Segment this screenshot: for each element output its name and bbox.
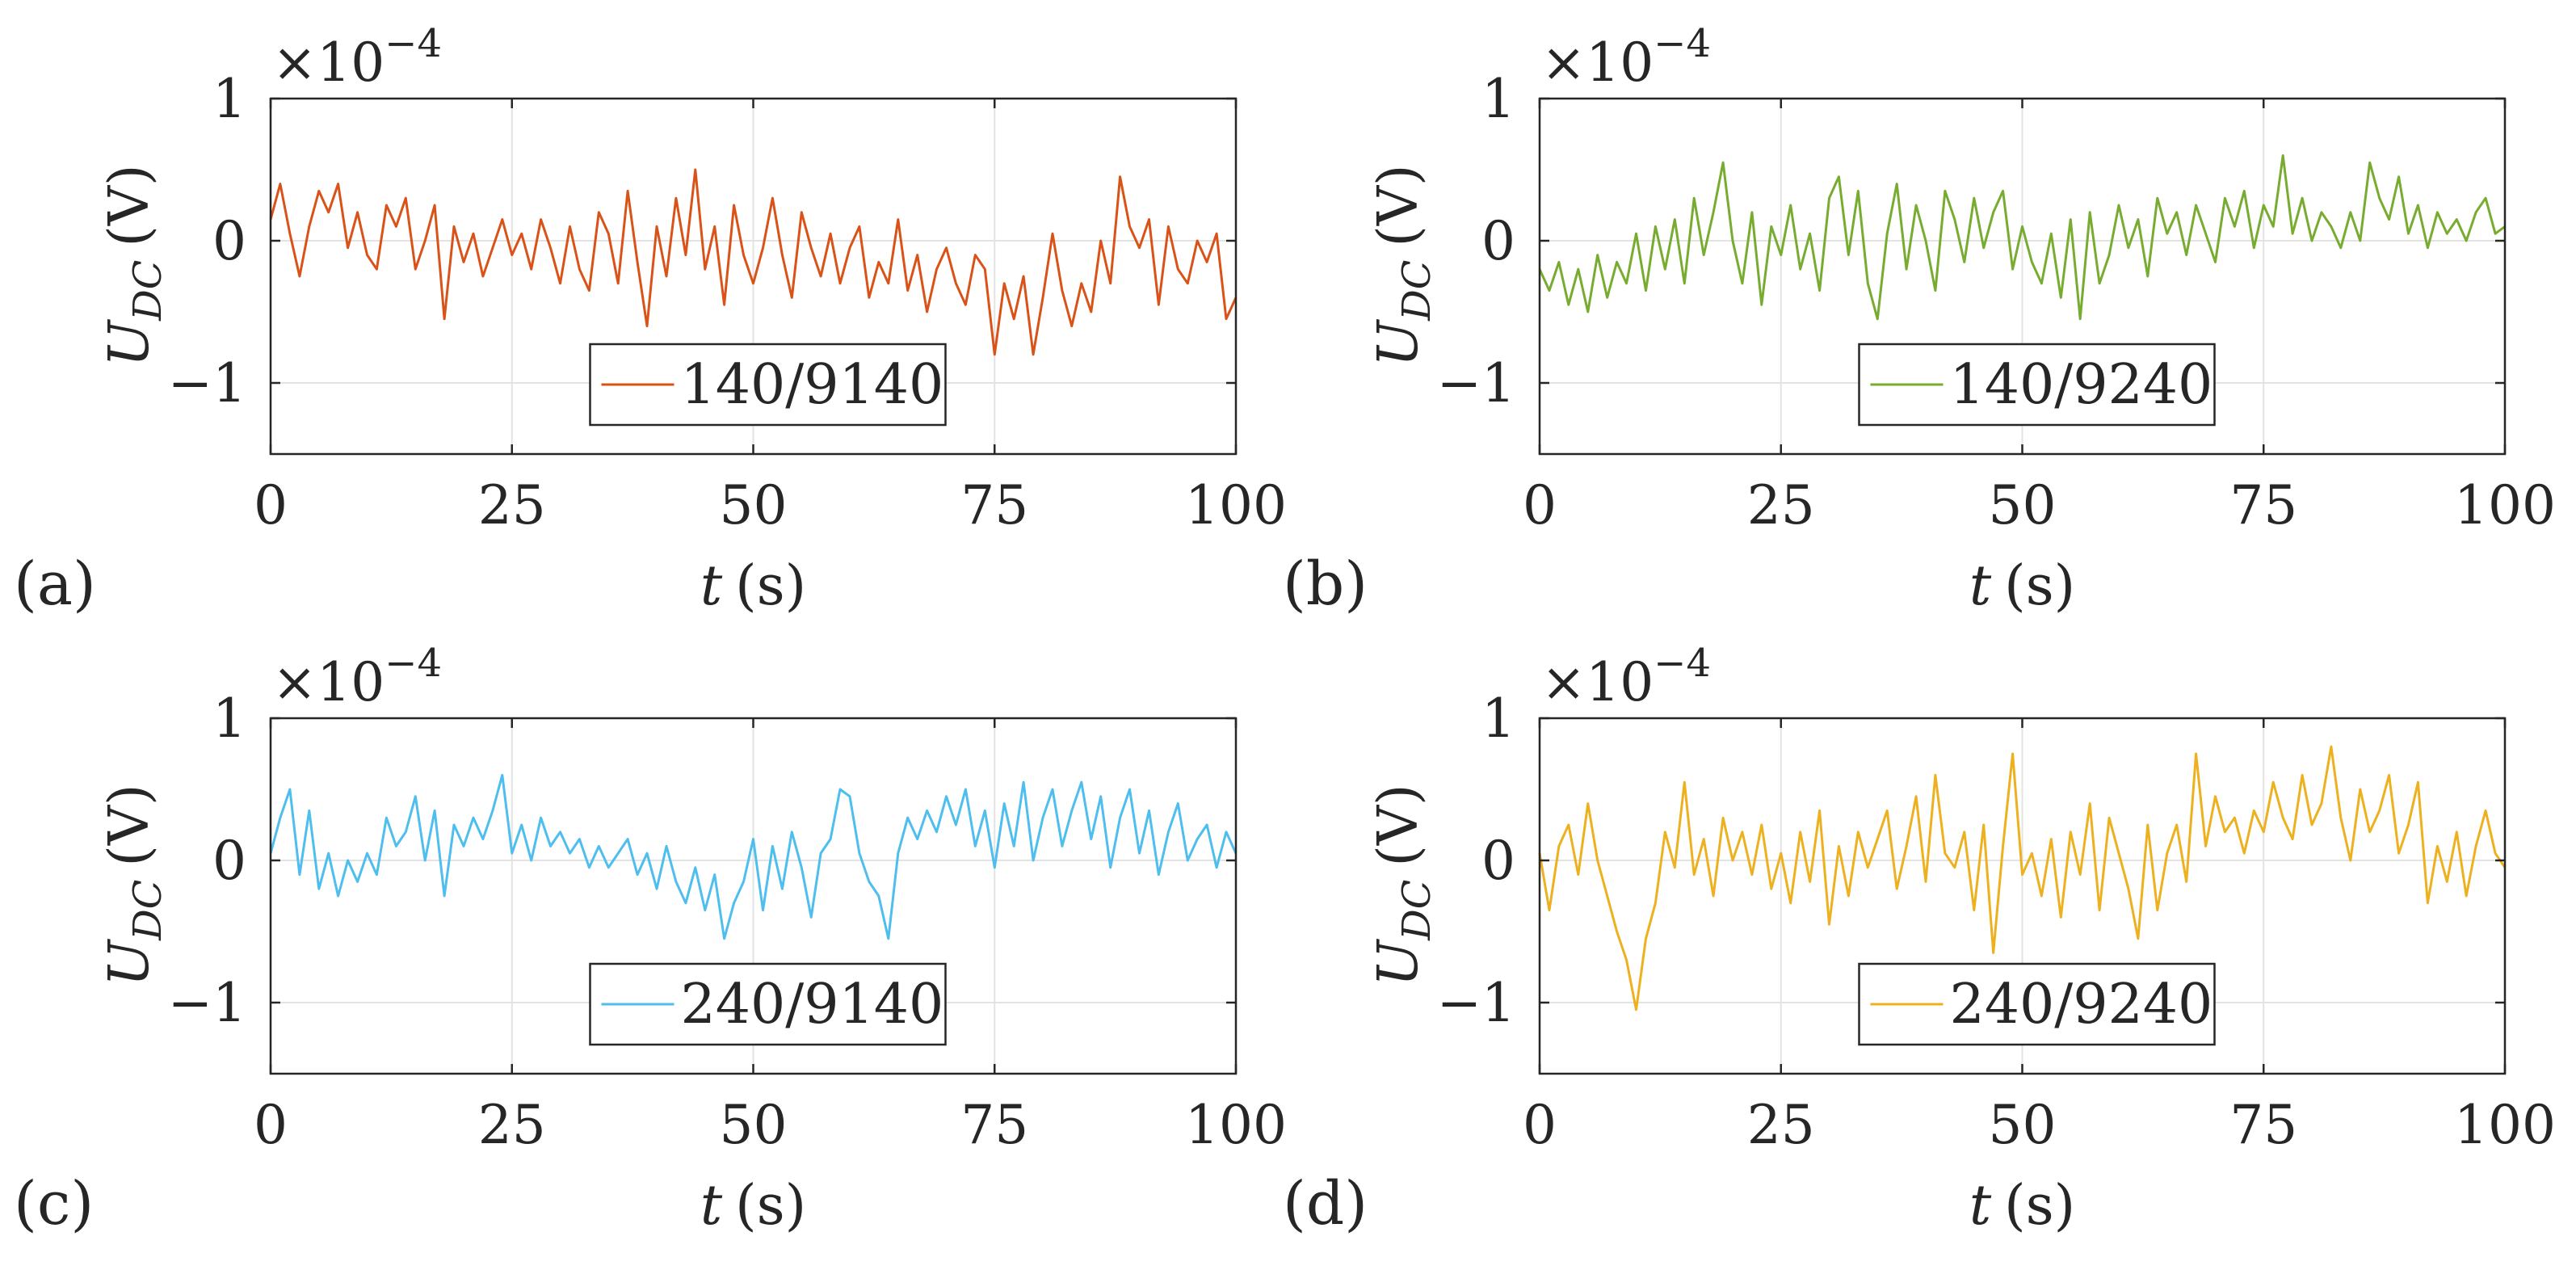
y-tick-label: 0 xyxy=(1481,210,1515,272)
x-tick-label: 100 xyxy=(1185,474,1287,536)
exponent-label: ×10−4 xyxy=(272,641,442,713)
y-label-sub: DC xyxy=(1394,260,1439,322)
legend-label: 140/9240 xyxy=(1950,353,2213,417)
x-axis-label: t (s) xyxy=(700,554,806,618)
y-label-var: U xyxy=(98,318,162,367)
x-tick-label: 25 xyxy=(478,474,546,536)
y-tick-label: 1 xyxy=(212,688,246,750)
x-tick-label: 100 xyxy=(2454,474,2556,536)
x-label-var: t xyxy=(1969,1174,1992,1238)
x-tick-label: 75 xyxy=(960,474,1028,536)
x-label-unit: (s) xyxy=(2004,554,2075,618)
exponent-power: −4 xyxy=(385,641,442,686)
x-tick-label: 75 xyxy=(2229,1094,2297,1156)
exponent-base: ×10 xyxy=(272,651,385,713)
x-label-unit: (s) xyxy=(735,1174,806,1238)
exponent-base: ×10 xyxy=(272,32,385,94)
series-line xyxy=(269,168,1238,356)
y-tick-label: −1 xyxy=(168,972,246,1034)
y-label-sub: DC xyxy=(1394,880,1439,941)
x-tick-label: 50 xyxy=(1989,474,2057,536)
y-tick-label: 0 xyxy=(212,830,246,892)
legend: 240/9240 xyxy=(1858,962,2216,1046)
y-tick-label: 0 xyxy=(212,210,246,272)
y-axis-label: UDC (V) xyxy=(1367,164,1439,367)
y-label-unit: (V) xyxy=(98,164,162,246)
y-tick-label: −1 xyxy=(1437,972,1515,1034)
panel-label: (b) xyxy=(1283,549,1368,619)
x-label-var: t xyxy=(1969,554,1992,618)
x-tick-label: 0 xyxy=(254,474,288,536)
legend: 140/9240 xyxy=(1858,343,2216,427)
y-label-sub: DC xyxy=(125,260,170,322)
y-tick-label: 1 xyxy=(1481,68,1515,130)
x-tick-label: 0 xyxy=(1523,1094,1557,1156)
x-label-unit: (s) xyxy=(2004,1174,2075,1238)
x-axis-label: t (s) xyxy=(1969,554,2075,618)
y-label-unit: (V) xyxy=(1367,784,1431,866)
exponent-base: ×10 xyxy=(1541,651,1654,713)
y-label-unit: (V) xyxy=(1367,164,1431,246)
panel-label: (d) xyxy=(1283,1169,1368,1238)
x-tick-label: 75 xyxy=(2229,474,2297,536)
y-tick-label: 1 xyxy=(212,68,246,130)
y-label-var: U xyxy=(98,938,162,986)
x-tick-label: 0 xyxy=(254,1094,288,1156)
y-axis-label: UDC (V) xyxy=(1367,784,1439,986)
y-label-unit: (V) xyxy=(98,784,162,866)
legend: 140/9140 xyxy=(589,343,947,427)
panel-label: (c) xyxy=(14,1169,94,1238)
panel-label: (a) xyxy=(14,549,96,619)
x-tick-label: 25 xyxy=(1747,474,1815,536)
legend: 240/9140 xyxy=(589,962,947,1046)
x-tick-label: 75 xyxy=(960,1094,1028,1156)
x-tick-label: 50 xyxy=(720,1094,788,1156)
x-axis-label: t (s) xyxy=(1969,1174,2075,1238)
x-tick-label: 50 xyxy=(720,474,788,536)
x-label-var: t xyxy=(700,554,723,618)
exponent-base: ×10 xyxy=(1541,32,1654,94)
y-label-var: U xyxy=(1367,318,1431,367)
exponent-label: ×10−4 xyxy=(1541,21,1711,94)
x-tick-label: 25 xyxy=(478,1094,546,1156)
x-axis-label: t (s) xyxy=(700,1174,806,1238)
x-tick-label: 0 xyxy=(1523,474,1557,536)
x-tick-label: 100 xyxy=(2454,1094,2556,1156)
series-line xyxy=(1538,153,2506,321)
x-label-unit: (s) xyxy=(735,554,806,618)
exponent-power: −4 xyxy=(1654,21,1711,66)
exponent-label: ×10−4 xyxy=(272,21,442,94)
legend-label: 240/9240 xyxy=(1950,973,2213,1037)
series-line xyxy=(1538,745,2507,1011)
exponent-label: ×10−4 xyxy=(1541,641,1711,713)
exponent-power: −4 xyxy=(1654,641,1711,686)
series-line xyxy=(269,773,1238,940)
y-tick-label: −1 xyxy=(168,352,246,414)
x-tick-label: 50 xyxy=(1989,1094,2057,1156)
legend-label: 140/9140 xyxy=(681,353,944,417)
y-label-sub: DC xyxy=(125,880,170,941)
y-tick-label: 0 xyxy=(1481,830,1515,892)
y-label-var: U xyxy=(1367,938,1431,986)
x-label-var: t xyxy=(700,1174,723,1238)
y-tick-label: 1 xyxy=(1481,688,1515,750)
x-tick-label: 100 xyxy=(1185,1094,1287,1156)
exponent-power: −4 xyxy=(385,21,442,66)
y-tick-label: −1 xyxy=(1437,352,1515,414)
x-tick-label: 25 xyxy=(1747,1094,1815,1156)
y-axis-label: UDC (V) xyxy=(98,164,170,367)
legend-label: 240/9140 xyxy=(681,973,944,1037)
y-axis-label: UDC (V) xyxy=(98,784,170,986)
